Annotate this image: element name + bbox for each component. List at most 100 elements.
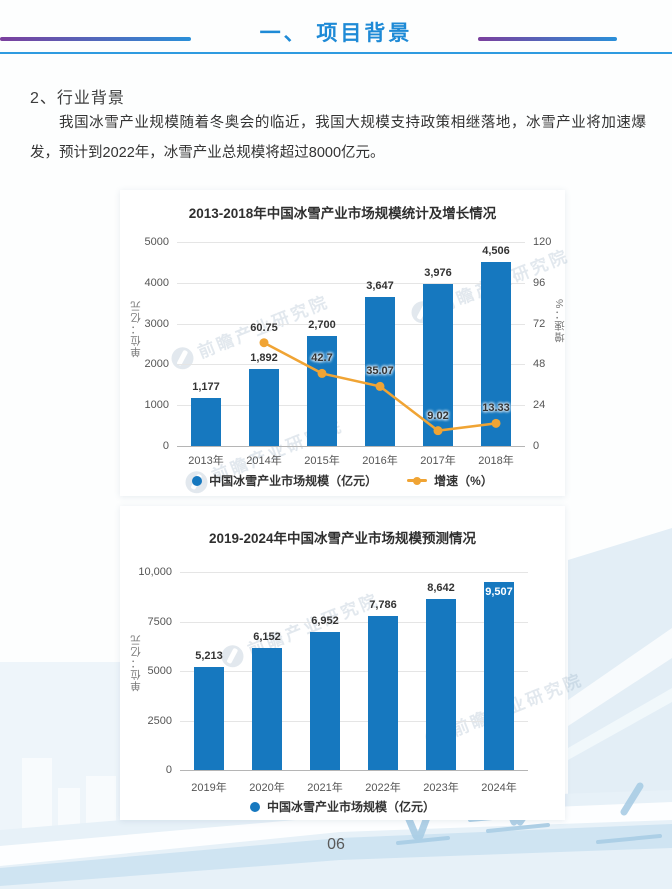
y-axis-tick-label: 1000 <box>144 399 169 412</box>
gridline <box>180 621 528 623</box>
legend-label: 中国冰雪产业市场规模（亿元） <box>209 474 378 488</box>
page-title: 一、 项目背景 <box>259 22 413 45</box>
chart2-title: 2019-2024年中国冰雪产业市场规模预测情况 <box>208 531 477 546</box>
bar-2023年 <box>426 599 456 770</box>
y-axis-tick-label: 5000 <box>147 665 172 677</box>
legend-marker-dot-icon <box>413 476 422 485</box>
x-axis-label: 2017年 <box>420 455 456 467</box>
y-axis-tick-label: 7500 <box>147 615 172 628</box>
growth-rate-line <box>259 338 501 436</box>
bar-2013年 <box>191 398 221 446</box>
gridline <box>177 446 525 447</box>
y-axis-tick-label: 2500 <box>147 714 172 727</box>
x-axis-label: 2013年 <box>188 455 224 467</box>
legend-item: 中国冰雪产业市场规模（亿元） <box>192 472 377 489</box>
bar-2019年 <box>194 667 224 770</box>
growth-value-label: 35.07 <box>366 365 394 378</box>
x-axis-label: 2024年 <box>481 782 517 794</box>
bar-value-label: 7,786 <box>369 599 397 611</box>
y-axis-tick-label: 5000 <box>144 236 169 248</box>
bar-value-label: 6,952 <box>311 615 339 627</box>
x-axis-label: 2022年 <box>365 782 401 794</box>
x-axis-label: 2021年 <box>307 782 343 794</box>
x-axis-label: 2023年 <box>423 782 459 794</box>
legend-label: 中国冰雪产业市场规模（亿元） <box>266 800 435 814</box>
x-axis-label: 2019年 <box>191 782 227 794</box>
secondary-y-axis-tick-label: 96 <box>533 276 546 289</box>
page-number: 06 <box>327 836 345 853</box>
gridline <box>177 405 525 407</box>
legend-marker-circle-icon <box>192 475 203 486</box>
header-rule <box>0 52 672 54</box>
bar-value-label: 3,647 <box>366 280 394 292</box>
bar-value-label: 1,892 <box>250 352 278 364</box>
x-axis-label: 2020年 <box>249 782 285 794</box>
chart-legend: 中国冰雪产业市场规模（亿元） 增速（%） <box>120 472 565 489</box>
bar-value-label: 5,213 <box>195 650 223 662</box>
line-point <box>317 368 327 378</box>
gridline <box>180 671 528 672</box>
chart2-left-axis-unit-label: 单位：亿元 <box>130 634 142 692</box>
bar-2014年 <box>249 369 279 446</box>
chart-legend: 中国冰雪产业市场规模（亿元） <box>120 798 565 815</box>
legend-item: 增速（%） <box>407 472 493 489</box>
gridline <box>177 323 525 325</box>
chart-card-market-forecast-2019-2024: 2019-2024年中国冰雪产业市场规模预测情况 单位：亿元 前瞻产业研究院 前… <box>120 506 586 820</box>
gridline <box>177 364 525 366</box>
x-axis-label: 2018年 <box>478 455 514 467</box>
line-point <box>491 418 501 428</box>
x-axis-label: 2015年 <box>304 455 340 467</box>
growth-value-label: 9.02 <box>427 409 449 422</box>
gridline <box>180 770 528 771</box>
bar-value-label: 8,642 <box>427 582 455 594</box>
y-axis-tick-label: 0 <box>162 440 169 452</box>
gridline <box>177 242 525 243</box>
secondary-y-axis-tick-label: 48 <box>533 358 546 371</box>
gridline <box>180 720 528 722</box>
x-axis-label: 2016年 <box>362 455 398 467</box>
chart-card-market-size-2013-2018: 2013-2018年中国冰雪产业市场规模统计及增长情况 单位：亿元 增速：% 前… <box>120 190 572 497</box>
section-heading: 2、行业背景 <box>30 90 125 107</box>
bar-2020年 <box>252 648 282 770</box>
legend-label: 增速（%） <box>434 474 493 488</box>
bar-value-label: 2,700 <box>308 319 336 331</box>
x-axis-label: 2014年 <box>246 455 282 467</box>
bar-value-label: 6,152 <box>253 631 281 643</box>
bar-2018年 <box>481 262 511 446</box>
growth-value-label: 60.75 <box>250 321 278 334</box>
legend-marker-line-icon <box>407 476 428 485</box>
bar-2021年 <box>310 632 340 770</box>
body-paragraph: 我国冰雪产业规模随着冬奥会的临近，我国大规模支持政策相继落地，冰雪产业将加速爆发… <box>30 115 646 161</box>
bar-2015年 <box>307 336 337 446</box>
legend-marker-circle-icon <box>249 801 260 812</box>
right-edge-band <box>568 528 672 889</box>
gridline <box>177 282 525 284</box>
secondary-y-axis-tick-label: 72 <box>533 317 546 330</box>
legend-item: 中国冰雪产业市场规模（亿元） <box>249 798 435 815</box>
bar-value-label: 4,506 <box>482 245 510 257</box>
bar-2016年 <box>365 297 395 446</box>
secondary-y-axis-tick-label: 0 <box>533 440 540 452</box>
y-axis-tick-label: 10,000 <box>138 566 172 578</box>
bar-value-label: 9,507 <box>485 586 513 598</box>
gridline <box>180 572 528 573</box>
chart1-title: 2013-2018年中国冰雪产业市场规模统计及增长情况 <box>188 206 497 221</box>
bar-value-label: 1,177 <box>192 381 220 393</box>
header-gradient-line-right <box>478 37 617 41</box>
growth-value-label: 13.33 <box>482 402 510 415</box>
header-gradient-line-left <box>0 37 191 41</box>
y-axis-tick-label: 0 <box>165 764 172 776</box>
secondary-y-axis-tick-label: 24 <box>533 399 546 412</box>
line-point <box>433 426 443 436</box>
bar-2022年 <box>368 616 398 770</box>
line-point <box>259 338 269 348</box>
y-axis-tick-label: 2000 <box>144 358 169 371</box>
bar-2024年 <box>484 582 514 770</box>
bar-2017年 <box>423 284 453 446</box>
growth-value-label: 42.7 <box>311 352 333 365</box>
bar-value-label: 3,976 <box>424 267 452 279</box>
line-point <box>375 381 385 391</box>
y-axis-tick-label: 4000 <box>144 276 169 289</box>
y-axis-tick-label: 3000 <box>144 317 169 330</box>
secondary-y-axis-tick-label: 120 <box>533 236 552 248</box>
